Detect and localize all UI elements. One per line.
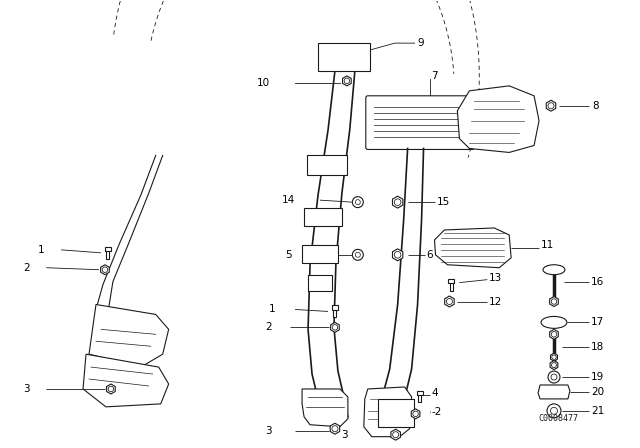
Text: 2: 2 [266,323,272,332]
Polygon shape [550,329,558,339]
Text: 14: 14 [282,195,295,205]
Circle shape [548,371,560,383]
Text: 13: 13 [489,273,502,283]
Text: 6: 6 [426,250,433,260]
Circle shape [551,374,557,380]
Polygon shape [391,429,401,440]
Circle shape [353,197,364,207]
Text: -2: -2 [431,407,442,417]
Text: 9: 9 [417,38,424,48]
Text: 15: 15 [436,197,450,207]
Polygon shape [100,265,109,275]
Text: 19: 19 [591,372,604,382]
Text: 17: 17 [591,317,604,327]
Polygon shape [107,384,115,394]
Circle shape [393,432,399,438]
Circle shape [547,404,561,418]
Polygon shape [83,354,169,407]
Polygon shape [89,305,169,367]
Text: 3: 3 [341,430,348,439]
FancyBboxPatch shape [366,96,474,150]
Bar [106,251,109,259]
Bar [304,208,342,226]
Circle shape [551,332,557,337]
Bar [333,310,337,318]
Polygon shape [550,361,558,370]
Ellipse shape [541,316,567,328]
Text: 10: 10 [257,78,270,88]
Circle shape [355,252,360,257]
Text: 1: 1 [269,305,275,314]
Bar [450,283,453,291]
Circle shape [552,363,556,367]
Bar [417,392,422,395]
Polygon shape [445,296,454,307]
Circle shape [355,200,360,205]
Polygon shape [435,228,511,268]
Text: 7: 7 [431,71,438,81]
Text: 21: 21 [591,406,604,416]
Circle shape [548,103,554,109]
Text: 3: 3 [266,426,272,436]
Circle shape [102,267,108,272]
Polygon shape [342,76,351,86]
Circle shape [551,299,557,304]
Polygon shape [364,387,412,437]
Circle shape [332,325,338,330]
Text: C0008477: C0008477 [539,414,579,423]
Bar [449,279,454,283]
Text: 2: 2 [23,263,30,273]
Circle shape [550,407,557,414]
Polygon shape [392,249,403,261]
Text: 12: 12 [489,297,502,306]
Text: 1: 1 [38,245,45,255]
Text: 5: 5 [285,250,292,260]
Bar [332,306,338,310]
Polygon shape [550,297,558,306]
Polygon shape [392,196,403,208]
Polygon shape [330,423,340,434]
Text: 11: 11 [541,240,554,250]
Circle shape [447,298,452,305]
Bar [302,245,338,263]
Circle shape [413,411,419,417]
Text: 20: 20 [591,387,604,397]
Text: 4: 4 [431,388,438,398]
Polygon shape [412,409,420,419]
Ellipse shape [543,265,565,275]
Circle shape [552,355,556,359]
Text: 8: 8 [592,101,598,111]
Text: 16: 16 [591,277,604,287]
Bar [378,399,413,427]
Circle shape [108,386,114,392]
Bar [418,395,421,402]
Text: 3: 3 [23,384,30,394]
Polygon shape [458,86,539,152]
Bar [105,247,111,251]
Bar [308,275,332,291]
Circle shape [394,251,401,258]
Circle shape [332,426,338,432]
Circle shape [344,78,349,84]
Circle shape [394,199,401,206]
Polygon shape [547,100,556,111]
Bar [318,43,370,71]
Polygon shape [538,385,570,399]
Polygon shape [331,323,339,332]
Polygon shape [302,389,348,427]
Bar [307,155,347,175]
Text: 18: 18 [591,342,604,352]
Polygon shape [550,353,557,361]
Circle shape [353,250,364,260]
